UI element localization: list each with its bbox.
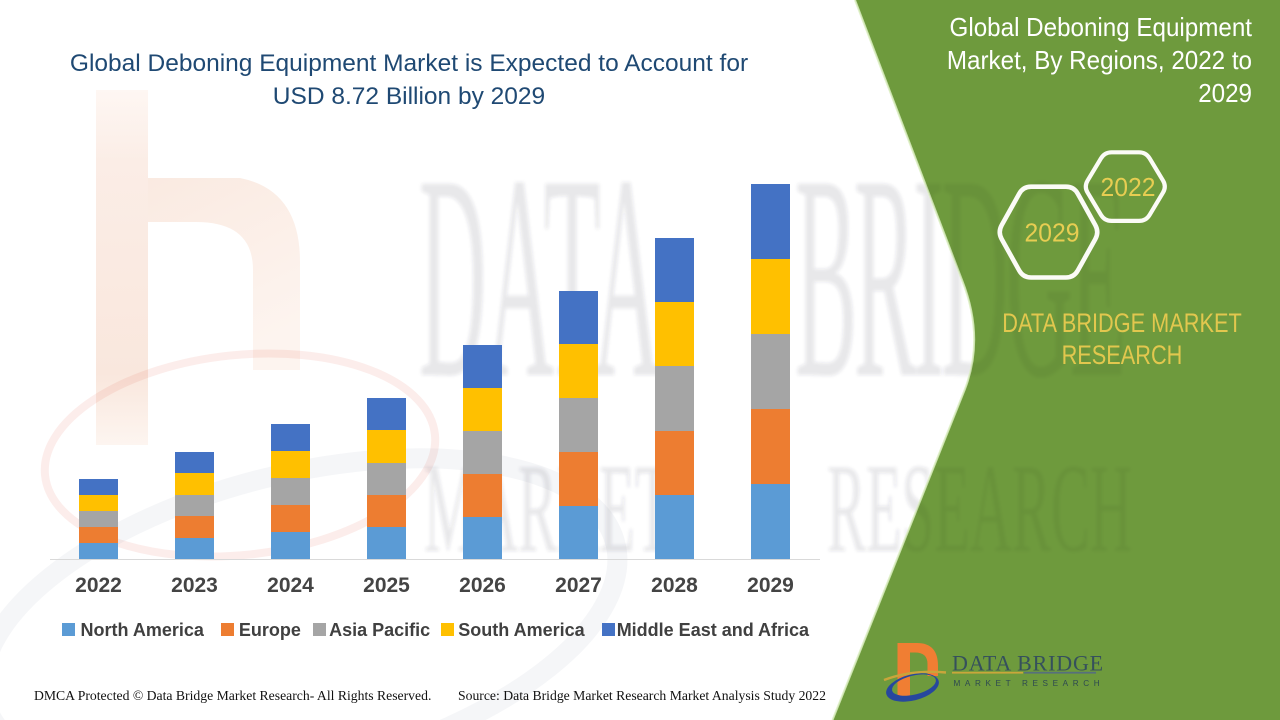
svg-text:DATA BRIDGE: DATA BRIDGE (952, 651, 1104, 676)
svg-text:MARKET RESEARCH: MARKET RESEARCH (954, 679, 1105, 688)
svg-text:2022: 2022 (1101, 173, 1156, 202)
svg-text:2029: 2029 (1025, 219, 1080, 248)
svg-text:DATA: DATA (419, 115, 661, 438)
